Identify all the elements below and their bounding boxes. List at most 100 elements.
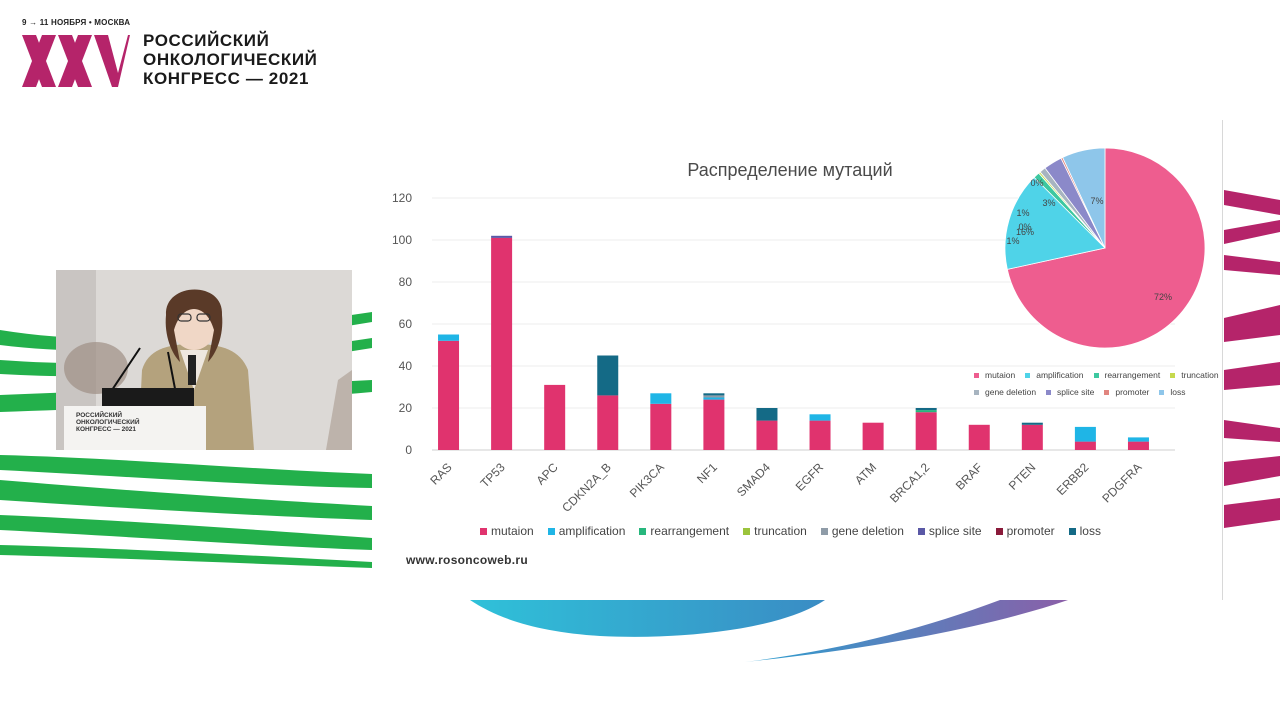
pie-legend-item: rearrangement (1093, 370, 1161, 380)
pie-chart-legend: mutaion amplification rearrangement truncat… (974, 370, 1224, 404)
bar-segment-mutaion (1074, 441, 1096, 450)
bar-segment-amplification (703, 397, 725, 400)
y-tick-label: 0 (405, 443, 412, 457)
legend-swatch (974, 372, 979, 378)
pie-data-label: 7% (1090, 196, 1103, 206)
y-tick-label: 40 (399, 359, 413, 373)
website-url[interactable]: www.rosoncoweb.ru (406, 553, 529, 567)
bar-segment-loss (756, 408, 778, 421)
bar-segment-splice-site (491, 235, 513, 238)
legend-item: gene deletion (820, 524, 904, 538)
y-tick-label: 120 (392, 191, 412, 205)
pie-data-label: 1% (1006, 236, 1019, 246)
legend-swatch (1025, 372, 1031, 378)
pie-data-label: 1% (1016, 208, 1029, 218)
legend-swatch (974, 389, 979, 395)
bar-segment-loss (703, 393, 725, 396)
pie-data-label: 3% (1042, 198, 1055, 208)
x-tick-label: TP53 (478, 460, 508, 490)
x-tick-label: NF1 (694, 460, 720, 486)
legend-swatch (917, 527, 925, 535)
bar-segment-loss (597, 355, 619, 396)
pie-legend-item: splice site (1046, 387, 1094, 397)
legend-item: promoter (995, 524, 1055, 538)
bar-chart-legend: mutaion amplification rearrangement truncat… (480, 524, 1101, 538)
legend-label: truncation (1181, 370, 1219, 380)
podium-sign-line: ОНКОЛОГИЧЕСКИЙ (76, 419, 140, 426)
blue-swoosh (470, 600, 825, 637)
pie-data-label: 0% (1030, 178, 1043, 188)
bar-segment-mutaion (597, 395, 619, 450)
bar-segment-mutaion (703, 399, 725, 450)
pie-legend-item: gene deletion (974, 387, 1036, 397)
bar-segment-mutaion (438, 340, 460, 450)
legend-label: gene deletion (985, 387, 1037, 397)
legend-item: amplification (547, 524, 626, 538)
bar-segment-amplification (438, 334, 460, 341)
legend-label: gene deletion (831, 524, 904, 538)
speaker-video: РОССИЙСКИЙ ОНКОЛОГИЧЕСКИЙ КОНГРЕСС — 202… (56, 270, 352, 450)
legend-label: splice site (928, 524, 982, 538)
x-tick-label: APC (533, 460, 561, 488)
pie-chart: 72%16%1%0%1%3%0%7% (1004, 147, 1206, 349)
slide-edge (1222, 120, 1223, 600)
x-tick-label: SMAD4 (734, 460, 773, 499)
x-tick-label: BRAF (953, 460, 986, 493)
legend-swatch (480, 527, 487, 535)
legend-item: loss (1068, 524, 1101, 538)
legend-swatch (743, 527, 751, 535)
bar-segment-mutaion (915, 412, 937, 450)
legend-label: amplification (558, 524, 626, 538)
legend-label: mutaion (491, 524, 534, 538)
y-tick-label: 20 (399, 401, 413, 415)
x-tick-label: ERBB2 (1054, 460, 1092, 498)
congress-title-line: ОНКОЛОГИЧЕСКИЙ (143, 50, 318, 69)
legend-label: splice site (1057, 387, 1095, 397)
pie-legend-item: truncation (1170, 370, 1219, 380)
x-tick-label: CDKN2A_B (559, 460, 614, 515)
speaker-illustration (56, 270, 352, 450)
xxv-logo-mark (22, 35, 130, 87)
event-date-place: 9 → 11 НОЯБРЯ • МОСКВА (22, 18, 131, 27)
x-tick-label: PDGFRA (1099, 460, 1144, 505)
y-tick-label: 60 (399, 317, 413, 331)
y-tick-label: 80 (399, 275, 413, 289)
legend-label: promoter (1115, 387, 1150, 397)
bar-segment-gene-deletion (703, 395, 725, 398)
bar-segment-amplification (1127, 437, 1149, 442)
pie-data-label: 16% (1016, 227, 1034, 237)
pie-data-label: 0% (1018, 222, 1031, 232)
pie-legend-item: promoter (1104, 387, 1149, 397)
x-tick-label: PTEN (1006, 460, 1039, 493)
pie-slice-amplification (1004, 176, 1106, 270)
bar-segment-mutaion (544, 384, 566, 450)
legend-label: loss (1079, 524, 1101, 538)
y-tick-label: 100 (392, 233, 412, 247)
pie-legend-item: amplification (1025, 370, 1084, 380)
bar-segment-mutaion (756, 420, 778, 450)
pie-legend-item: mutaion (974, 370, 1015, 380)
x-tick-label: BRCA1,2 (887, 460, 933, 506)
legend-swatch (1159, 389, 1165, 395)
pie-slice-mutaion (1006, 147, 1206, 349)
legend-label: promoter (1006, 524, 1055, 538)
magenta-stripes-right (1224, 190, 1280, 528)
legend-label: loss (1170, 387, 1186, 397)
legend-swatch (820, 527, 828, 535)
legend-swatch (1104, 389, 1110, 395)
bar-segment-mutaion (809, 420, 831, 450)
legend-label: mutaion (985, 370, 1016, 380)
bar-segment-amplification (809, 414, 831, 421)
bar-segment-amplification (1074, 426, 1096, 442)
legend-item: truncation (743, 524, 807, 538)
pie-slice-loss (1062, 147, 1106, 249)
pie-legend-item: loss (1159, 387, 1186, 397)
bar-segment-amplification (650, 393, 672, 404)
legend-item: mutaion (480, 524, 534, 538)
legend-label: rearrangement (1104, 370, 1161, 380)
bar-segment-mutaion (862, 422, 884, 450)
x-tick-label: ATM (852, 460, 879, 487)
legend-swatch (1093, 372, 1099, 378)
x-tick-label: EGFR (793, 460, 827, 494)
legend-item: rearrangement (639, 524, 729, 538)
